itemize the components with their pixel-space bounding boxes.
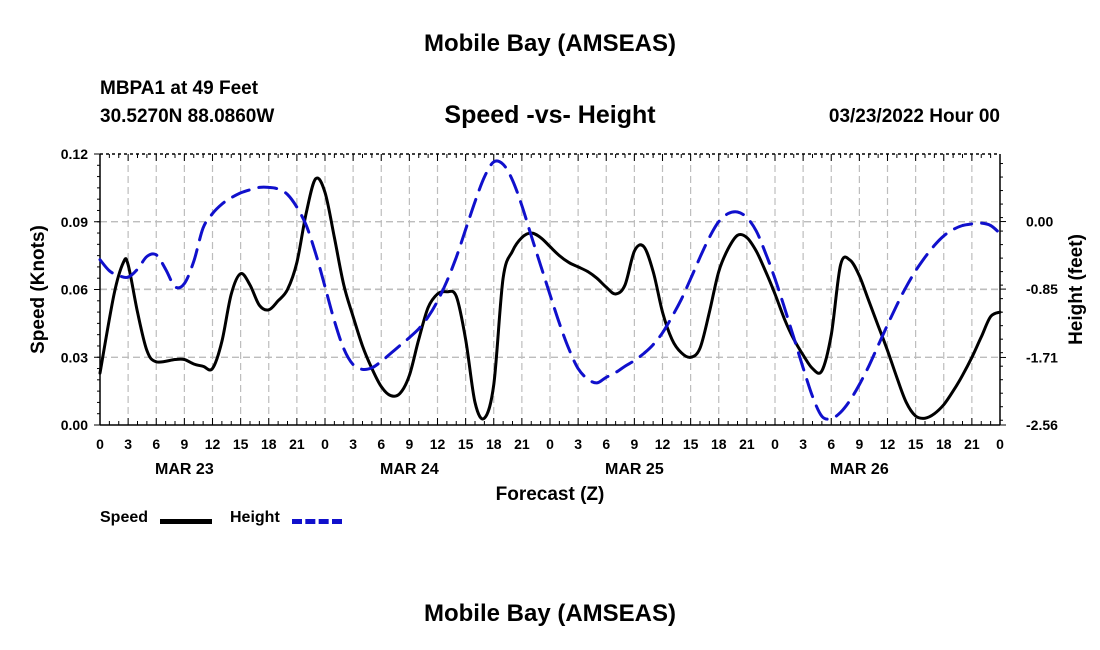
x-tick-label: 15 [683,436,699,452]
legend-height-label: Height [230,509,280,526]
x-tick-label: 9 [405,436,413,452]
x-tick-label: 3 [574,436,582,452]
x-tick-label: 6 [827,436,835,452]
x-tick-label: 21 [964,436,980,452]
y2-axis-title: Height (feet) [1066,234,1087,345]
y-tick-label: 0.12 [61,146,88,162]
y2-tick-label: -0.85 [1026,281,1058,297]
x-date-label: MAR 25 [605,461,664,478]
x-tick-label: 0 [546,436,554,452]
forecast-datetime: 03/23/2022 Hour 00 [828,106,1000,127]
station-coordinates: 30.5270N 88.0860W [100,106,275,127]
x-tick-label: 3 [799,436,807,452]
y-tick-label: 0.06 [61,282,88,298]
x-tick-label: 15 [908,436,924,452]
x-tick-label: 15 [233,436,249,452]
chart-title: Mobile Bay (AMSEAS) [423,30,677,57]
legend-height-swatch [292,519,342,524]
chart-canvas: 0 3 6 9 12 15 18 21 0 3 6 9 12 15 18 21 0 3 6 9 12 15 18 21 0 3 6 9… [28,146,1087,505]
x-tick-label: 12 [205,436,221,452]
speed-series-line [98,176,1002,421]
x-tick-label: 9 [180,436,188,452]
x-tick-label: 6 [602,436,610,452]
x-tick-label: 21 [289,436,305,452]
x-tick-label: 6 [377,436,385,452]
y2-tick-label: -1.71 [1026,349,1058,365]
x-tick-label: 12 [880,436,896,452]
x-tick-label: 3 [349,436,357,452]
x-tick-label: 6 [152,436,160,452]
chart-subtitle: Speed -vs- Height [444,101,656,129]
x-tick-label: 0 [321,436,329,452]
x-tick-label: 18 [936,436,952,452]
x-tick-label: 21 [514,436,530,452]
x-tick-label: 21 [739,436,755,452]
y-tick-label: 0.03 [61,349,88,365]
x-tick-label: 0 [996,436,1004,452]
legend-speed-swatch [160,519,212,524]
y2-tick-label: 0.00 [1026,214,1053,230]
x-tick-label: 3 [124,436,132,452]
x-date-label: MAR 24 [380,461,439,478]
x-tick-label: 0 [96,436,104,452]
x-tick-label: 9 [630,436,638,452]
x-tick-label: 18 [711,436,727,452]
x-tick-label: 18 [261,436,277,452]
x-tick-label: 12 [655,436,671,452]
y-axis-title: Speed (Knots) [28,225,49,354]
y2-tick-label: -2.56 [1026,417,1058,433]
x-axis-title: Forecast (Z) [496,484,605,505]
x-date-label: MAR 26 [830,461,889,478]
x-tick-label: 15 [458,436,474,452]
legend-speed-label: Speed [100,509,149,526]
station-name: MBPA1 at 49 Feet [100,78,259,99]
x-tick-label: 18 [486,436,502,452]
x-tick-label: 12 [430,436,446,452]
x-tick-label: 0 [771,436,779,452]
x-date-label: MAR 23 [155,461,214,478]
y-tick-label: 0.00 [61,417,88,433]
height-series-line [98,159,1002,421]
y-tick-label: 0.09 [61,214,88,230]
x-tick-label: 9 [855,436,863,452]
next-chart-title: Mobile Bay (AMSEAS) [423,600,677,627]
